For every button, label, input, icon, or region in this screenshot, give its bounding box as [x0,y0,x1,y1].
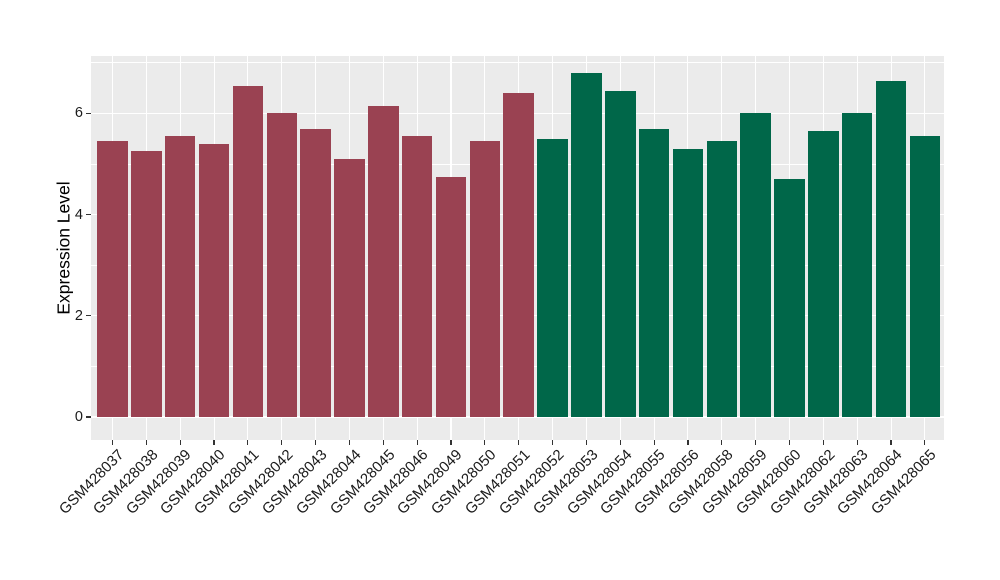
y-axis-tick-label: 4 [74,206,83,223]
x-tick-mark [788,440,791,445]
y-tick-mark [86,315,91,317]
plot-panel [91,56,944,440]
x-tick-mark [518,440,520,445]
bar [875,80,907,417]
bar [368,105,399,417]
bar [469,141,501,417]
y-axis-tick-label: 0 [74,408,83,425]
bar [300,128,331,417]
x-tick-mark [856,440,858,445]
x-tick-mark [585,440,587,445]
bar [232,85,264,417]
x-tick-mark [890,440,892,445]
x-tick-mark [822,440,824,445]
bar [435,176,467,417]
bar [401,136,433,417]
x-tick-mark [653,440,655,445]
bar [266,113,297,417]
bar [740,113,771,417]
bar [571,72,602,417]
x-tick-mark [755,440,757,445]
x-tick-mark [179,440,181,445]
bar [503,93,534,417]
y-axis-tick-label: 2 [74,307,83,324]
x-tick-mark [619,440,621,445]
bar [672,148,704,417]
gridline-major [91,416,944,418]
x-tick-mark [213,440,215,445]
bar [334,158,365,417]
y-tick-mark [86,416,91,418]
y-axis-title: Expression Level [53,181,74,315]
bar [909,136,941,417]
bar [706,141,738,417]
bar [774,179,805,417]
bar [537,138,568,417]
bar [605,90,636,417]
bar [638,128,670,417]
x-tick-mark [416,440,418,445]
bar [198,143,230,417]
x-tick-mark [111,440,114,445]
x-tick-mark [281,440,283,445]
x-tick-mark [484,440,486,445]
x-tick-mark [924,440,926,445]
x-tick-mark [145,440,147,445]
y-tick-mark [86,214,91,216]
y-axis-tick-label: 6 [74,105,83,122]
bar [841,113,873,417]
x-tick-mark [315,440,317,445]
x-tick-mark [382,440,384,445]
bar [808,131,839,417]
bar [131,151,162,417]
x-tick-mark [247,440,249,445]
bar [97,141,128,417]
y-tick-mark [86,112,91,114]
x-tick-mark [687,440,689,445]
x-tick-mark [721,440,723,445]
x-tick-mark [450,440,452,445]
bar [164,136,196,417]
x-tick-mark [348,440,351,445]
x-tick-mark [551,440,554,445]
gridline-minor [91,62,944,64]
